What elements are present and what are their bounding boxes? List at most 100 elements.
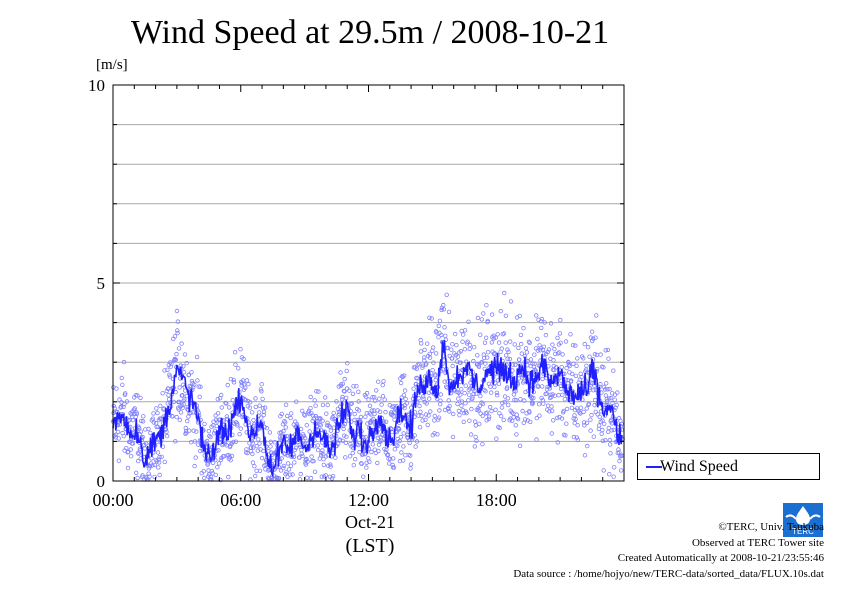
scatter-point	[564, 406, 570, 412]
scatter-point	[560, 352, 565, 357]
scatter-point	[549, 408, 555, 413]
scatter-point	[456, 408, 462, 414]
scatter-point	[404, 401, 409, 406]
scatter-point	[494, 390, 500, 395]
scatter-point	[257, 403, 262, 408]
scatter-point	[517, 313, 522, 319]
scatter-point	[245, 450, 250, 456]
scatter-point	[186, 428, 192, 433]
scatter-point	[278, 468, 284, 473]
scatter-point	[147, 464, 153, 469]
scatter-point	[437, 408, 442, 413]
scatter-point	[370, 395, 375, 400]
scatter-point	[247, 400, 253, 405]
scatter-point	[216, 448, 221, 453]
scatter-point	[613, 405, 618, 410]
scatter-point	[617, 458, 622, 464]
scatter-point	[183, 431, 188, 436]
scatter-point	[356, 399, 361, 404]
scatter-point	[475, 353, 480, 358]
scatter-point	[524, 350, 530, 355]
scatter-point	[181, 370, 187, 375]
scatter-point	[387, 456, 393, 462]
scatter-point	[399, 450, 404, 455]
scatter-point	[419, 341, 424, 346]
scatter-point	[604, 397, 609, 402]
scatter-point	[198, 384, 203, 389]
scatter-point	[563, 339, 569, 344]
scatter-point	[556, 393, 561, 398]
scatter-point	[146, 426, 151, 432]
scatter-point	[546, 347, 552, 352]
scatter-point	[189, 370, 194, 375]
x-date-label: Oct-21	[345, 512, 395, 532]
scatter-point	[463, 401, 468, 406]
footer-source: Data source : /home/hojyo/new/TERC-data/…	[513, 567, 824, 580]
scatter-point	[605, 387, 610, 392]
scatter-point	[596, 423, 602, 428]
scatter-point	[168, 364, 173, 369]
scatter-point	[505, 347, 510, 352]
scatter-point	[438, 402, 443, 407]
scatter-point	[244, 447, 249, 452]
scatter-point	[532, 361, 537, 366]
scatter-point	[358, 414, 364, 420]
scatter-point	[257, 410, 262, 415]
scatter-point	[251, 418, 256, 423]
scatter-point	[383, 419, 389, 424]
scatter-point	[156, 457, 161, 462]
scatter-point	[297, 477, 303, 482]
scatter-point	[375, 435, 381, 440]
scatter-point	[594, 313, 599, 318]
scatter-point	[328, 462, 333, 467]
scatter-point	[284, 470, 289, 475]
scatter-point	[532, 367, 537, 372]
scatter-point	[377, 396, 382, 401]
scatter-point	[362, 451, 368, 457]
scatter-point	[192, 463, 197, 469]
scatter-point	[428, 409, 433, 414]
scatter-point	[315, 447, 321, 453]
scatter-point	[375, 460, 380, 466]
scatter-point	[133, 470, 139, 475]
scatter-point	[480, 413, 485, 418]
scatter-point	[466, 319, 471, 324]
scatter-point	[588, 428, 593, 433]
scatter-point	[369, 408, 375, 413]
scatter-point	[475, 315, 481, 321]
scatter-point	[183, 428, 189, 434]
scatter-point	[342, 376, 347, 382]
scatter-point	[328, 428, 334, 433]
scatter-point	[279, 430, 284, 435]
scatter-point	[484, 410, 490, 415]
scatter-point	[379, 402, 384, 407]
scatter-point	[461, 419, 466, 425]
scatter-point	[314, 389, 319, 394]
x-tick-label: 06:00	[220, 490, 261, 510]
scatter-point	[184, 430, 189, 436]
scatter-point	[198, 448, 203, 454]
scatter-point	[459, 403, 464, 408]
scatter-point	[344, 386, 350, 391]
scatter-point	[260, 396, 265, 402]
scatter-point	[287, 472, 293, 477]
scatter-point	[536, 402, 542, 407]
scatter-point	[485, 350, 491, 355]
scatter-point	[427, 396, 432, 401]
scatter-point	[434, 351, 439, 356]
scatter-point	[603, 348, 608, 353]
scatter-point	[311, 458, 316, 464]
scatter-point	[261, 409, 267, 415]
scatter-point	[173, 357, 179, 362]
scatter-point	[539, 316, 545, 322]
scatter-point	[512, 397, 517, 403]
scatter-point	[231, 380, 237, 385]
scatter-point	[592, 403, 597, 408]
scatter-point	[321, 452, 326, 457]
scatter-point	[320, 402, 326, 408]
scatter-point	[473, 434, 478, 440]
scatter-point	[601, 365, 606, 370]
scatter-point	[617, 450, 622, 455]
scatter-point	[513, 362, 518, 367]
scatter-point	[548, 392, 553, 397]
